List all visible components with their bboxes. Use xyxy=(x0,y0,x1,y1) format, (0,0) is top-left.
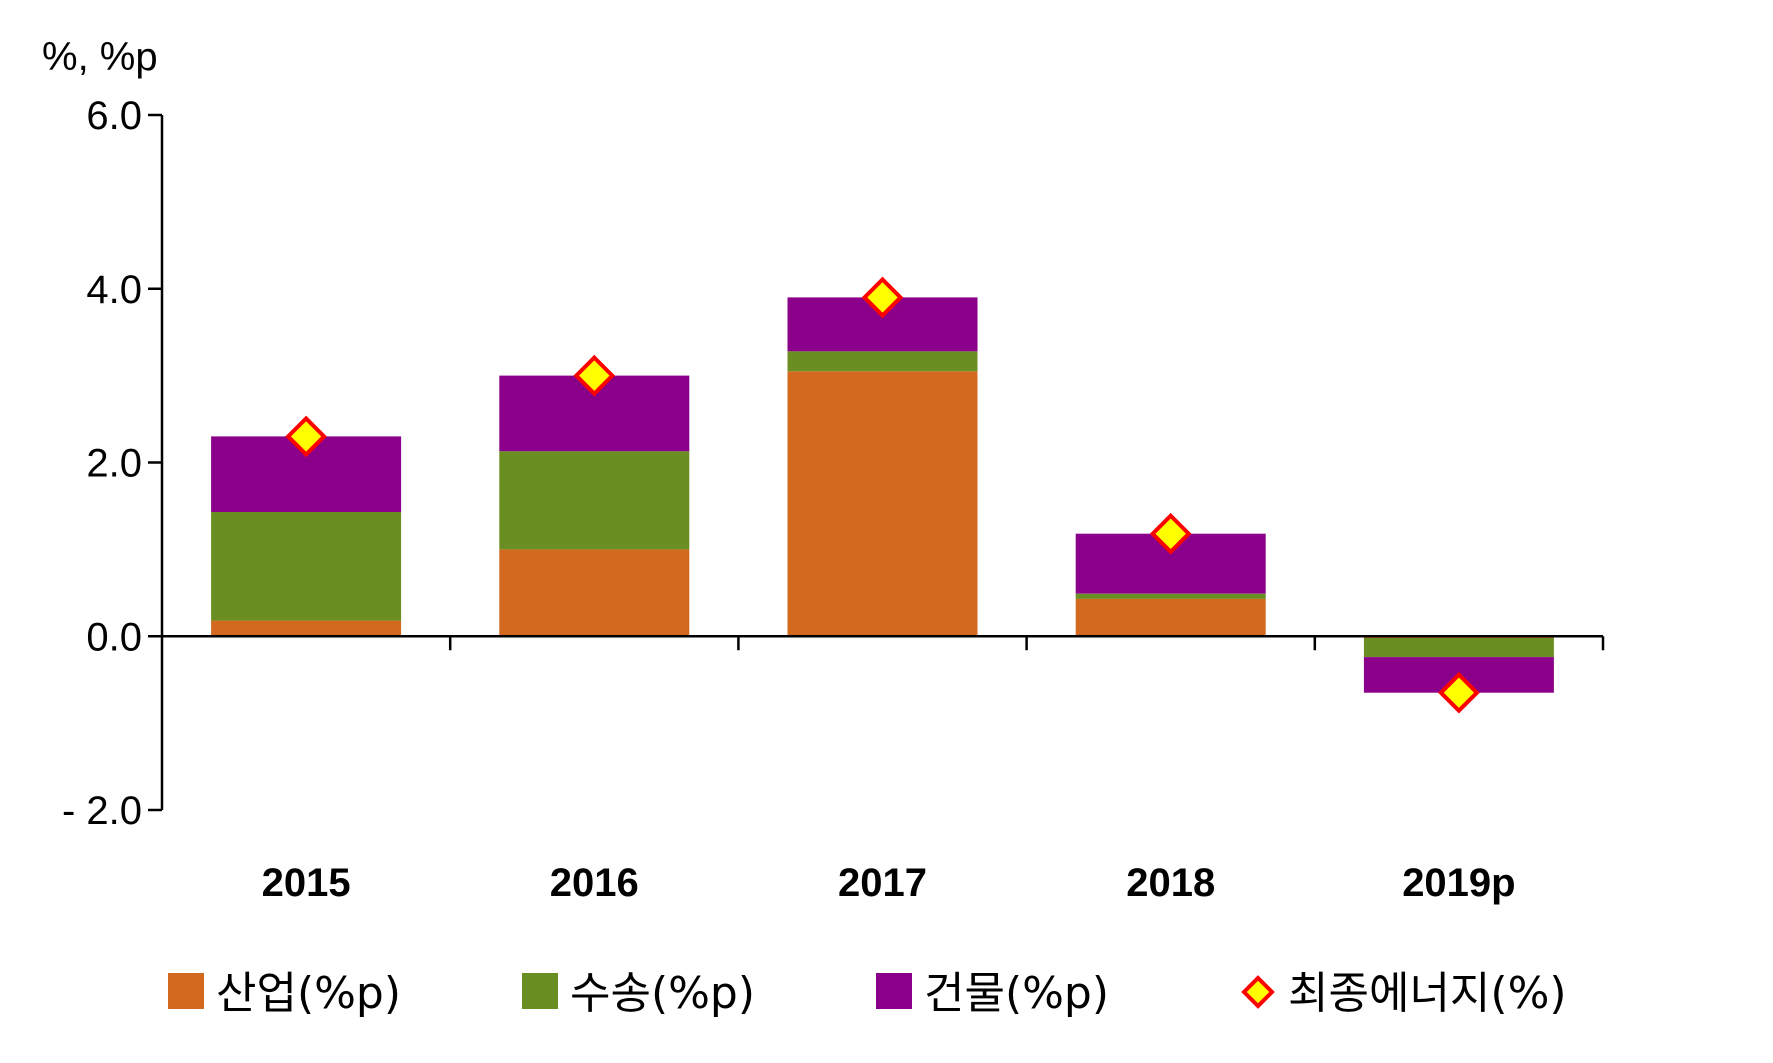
legend-swatch-1 xyxy=(522,973,558,1009)
legend-marker-3 xyxy=(1241,975,1275,1009)
marker-2018 xyxy=(1149,512,1192,555)
bar-2016-series-0 xyxy=(499,549,690,637)
bar-2018-series-1 xyxy=(1075,593,1266,599)
y-tick-label: 4.0 xyxy=(86,268,142,312)
bar-2016-series-1 xyxy=(499,451,690,550)
bars-layer xyxy=(211,297,1554,693)
y-tick-label: 2.0 xyxy=(86,442,142,486)
bar-2017-series-1 xyxy=(787,351,978,372)
marker-2015 xyxy=(285,415,327,458)
legend-label-3: 최종에너지(%) xyxy=(1288,968,1567,1019)
y-tick-label: - 2.0 xyxy=(62,789,142,833)
bar-2015-series-1 xyxy=(211,512,402,621)
axes-layer: 6.0 4.0 2.0 0.0 - 2.0 2015 2016 2017 2018 2019p xyxy=(62,94,1605,905)
bar-2018-series-0 xyxy=(1075,598,1266,637)
x-tick-label: 2016 xyxy=(550,861,639,905)
y-unit-label: %, %p xyxy=(42,35,158,79)
marker-2019p xyxy=(1438,671,1480,714)
x-tick-label: 2017 xyxy=(838,861,927,905)
marker-2017 xyxy=(861,276,904,319)
legend-swatch-2 xyxy=(876,973,912,1009)
legend-swatch-0 xyxy=(168,973,204,1009)
bar-2017-series-0 xyxy=(787,371,978,637)
marker-2016 xyxy=(573,354,616,397)
legend-label-0: 산업(%p) xyxy=(216,968,401,1019)
legend: 산업(%p) 수송(%p) 건물(%p) 최종에너지(%) xyxy=(168,968,1567,1019)
x-tick-label: 2019p xyxy=(1402,861,1515,905)
bar-2015-series-0 xyxy=(211,620,402,637)
y-tick-label: 6.0 xyxy=(86,94,142,138)
y-tick-label: 0.0 xyxy=(86,615,142,659)
x-tick-label: 2018 xyxy=(1126,861,1215,905)
legend-label-1: 수송(%p) xyxy=(570,968,755,1019)
legend-label-2: 건물(%p) xyxy=(924,968,1109,1019)
markers-layer xyxy=(285,276,1480,714)
bar-2019p-series-1 xyxy=(1363,638,1554,658)
x-tick-label: 2015 xyxy=(262,861,351,905)
